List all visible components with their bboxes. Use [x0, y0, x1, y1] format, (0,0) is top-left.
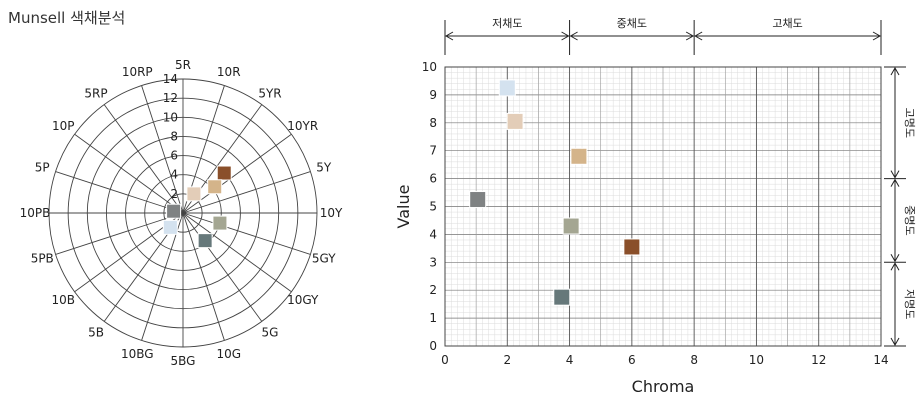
- polar-spoke-17: [74, 133, 184, 214]
- hue-label-4: 5Y: [316, 160, 332, 174]
- x-tick-5: 10: [749, 353, 764, 367]
- hue-label-12: 5B: [88, 326, 104, 340]
- hue-label-15: 10PB: [20, 206, 51, 220]
- hue-label-13: 10B: [52, 293, 76, 307]
- x-tick-6: 12: [811, 353, 826, 367]
- hue-label-2: 5YR: [258, 86, 281, 100]
- scatter-point-0: [498, 79, 516, 97]
- polar-point-1: [207, 179, 223, 195]
- y-tick-10: 10: [422, 60, 437, 74]
- polar-spoke-16: [55, 171, 184, 214]
- value-band-arrow-bottom-0: [890, 170, 900, 179]
- value-band-label-1: 중명도: [903, 205, 916, 235]
- x-tick-4: 8: [690, 353, 698, 367]
- polar-spoke-18: [103, 104, 184, 214]
- radial-tick-2: 4: [170, 168, 178, 182]
- hue-label-19: 10RP: [122, 65, 153, 79]
- radial-tick-1: 2: [170, 187, 178, 201]
- value-band-arrow-bottom-1: [890, 254, 900, 263]
- chroma-band-label-2: 고채도: [772, 17, 802, 30]
- y-tick-9: 9: [429, 88, 437, 102]
- x-tick-0: 0: [441, 353, 449, 367]
- x-axis-label: Chroma: [632, 377, 695, 396]
- polar-spoke-8: [182, 212, 263, 322]
- polar-point-2: [186, 186, 202, 202]
- value-band-arrow-top-2: [890, 262, 900, 271]
- y-axis-label: Value: [394, 185, 413, 229]
- y-tick-3: 3: [429, 255, 437, 269]
- polar-point-0: [216, 165, 232, 181]
- radial-tick-4: 8: [170, 129, 178, 143]
- y-tick-8: 8: [429, 116, 437, 130]
- scatter-point-5: [623, 238, 641, 256]
- radial-tick-7: 14: [163, 72, 178, 86]
- hue-label-6: 5GY: [312, 252, 336, 266]
- hue-label-14: 5PB: [31, 252, 54, 266]
- y-tick-0: 0: [429, 339, 437, 353]
- polar-point-4: [197, 233, 213, 249]
- radial-tick-3: 6: [170, 149, 178, 163]
- hue-label-1: 10R: [217, 65, 241, 79]
- y-tick-1: 1: [429, 311, 437, 325]
- hue-label-8: 5G: [262, 326, 279, 340]
- hue-label-9: 10G: [216, 347, 241, 361]
- polar-spoke-19: [141, 85, 184, 214]
- chroma-band-label-1: 중채도: [617, 17, 647, 30]
- x-tick-2: 4: [566, 353, 574, 367]
- chroma-band-label-0: 저채도: [492, 17, 522, 30]
- value-band-arrow-bottom-2: [890, 337, 900, 347]
- y-tick-2: 2: [429, 283, 437, 297]
- hue-label-17: 10P: [52, 119, 75, 133]
- polar-spoke-14: [55, 212, 184, 255]
- value-band-label-2: 저명도: [903, 289, 916, 319]
- chroma-band-arrow-right-2: [872, 31, 882, 41]
- polar-spoke-4: [182, 171, 311, 214]
- x-tick-3: 6: [628, 353, 636, 367]
- scatter-point-1: [506, 112, 524, 130]
- hue-label-0: 5R: [175, 58, 191, 72]
- value-band-arrow-top-0: [890, 66, 900, 76]
- polar-point-3: [212, 215, 228, 231]
- scatter-point-6: [553, 288, 571, 306]
- scatter-point-2: [570, 147, 588, 165]
- polar-spoke-7: [182, 212, 292, 293]
- radial-tick-5: 10: [163, 110, 178, 124]
- polar-spoke-9: [182, 212, 225, 341]
- x-tick-1: 2: [503, 353, 511, 367]
- chroma-band-arrow-right-1: [685, 31, 695, 41]
- y-tick-5: 5: [429, 200, 437, 214]
- chroma-band-arrow-left-2: [694, 31, 703, 41]
- y-tick-6: 6: [429, 172, 437, 186]
- hue-label-18: 5RP: [84, 86, 107, 100]
- hue-label-10: 5BG: [171, 354, 196, 368]
- value-band-arrow-top-1: [890, 178, 900, 187]
- y-tick-7: 7: [429, 144, 437, 158]
- scatter-point-4: [562, 217, 580, 235]
- y-tick-4: 4: [429, 227, 437, 241]
- hue-label-11: 10BG: [121, 347, 154, 361]
- polar-spoke-6: [182, 212, 311, 255]
- x-tick-7: 14: [873, 353, 888, 367]
- scatter-point-3: [469, 191, 487, 209]
- chroma-band-arrow-left-0: [444, 31, 454, 41]
- page-title: Munsell 색채분석: [8, 9, 126, 27]
- hue-label-3: 10YR: [287, 119, 318, 133]
- hue-label-7: 10GY: [287, 293, 319, 307]
- value-band-label-0: 고명도: [903, 108, 916, 138]
- polar-point-5: [162, 219, 178, 235]
- polar-point-6: [166, 203, 182, 219]
- radial-tick-6: 12: [163, 91, 178, 105]
- plot-frame: [444, 66, 882, 347]
- chroma-band-arrow-left-1: [569, 31, 578, 41]
- hue-label-16: 5P: [35, 160, 50, 174]
- chroma-band-arrow-right-0: [561, 31, 570, 41]
- hue-label-5: 10Y: [320, 206, 343, 220]
